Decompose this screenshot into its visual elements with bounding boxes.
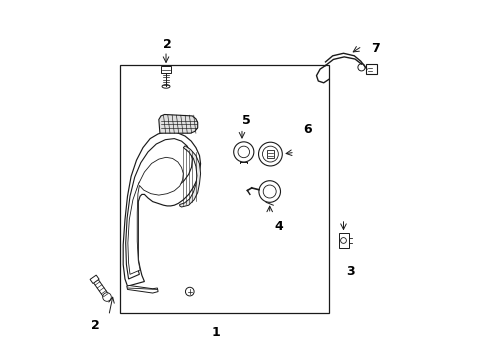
Text: 2: 2 (91, 319, 99, 332)
Circle shape (185, 287, 194, 296)
Circle shape (233, 142, 253, 162)
Text: 4: 4 (274, 220, 283, 233)
Polygon shape (93, 279, 109, 299)
Text: 1: 1 (211, 327, 220, 339)
Circle shape (262, 146, 278, 162)
Ellipse shape (162, 85, 170, 88)
Bar (338, 233, 348, 248)
Circle shape (102, 293, 111, 301)
Bar (120, 65, 328, 313)
Text: 2: 2 (163, 39, 171, 51)
Text: 6: 6 (303, 123, 311, 136)
Text: 5: 5 (242, 114, 250, 127)
Text: 3: 3 (346, 265, 354, 278)
Circle shape (357, 64, 365, 71)
Circle shape (258, 181, 280, 202)
Bar (161, 66, 171, 73)
Polygon shape (127, 157, 183, 274)
Polygon shape (125, 139, 192, 279)
Circle shape (340, 238, 346, 243)
Text: 7: 7 (371, 42, 380, 55)
Bar (266, 150, 273, 158)
Polygon shape (90, 275, 99, 284)
Bar (365, 64, 377, 74)
Circle shape (258, 142, 282, 166)
Polygon shape (126, 285, 158, 293)
Polygon shape (179, 146, 200, 207)
Polygon shape (159, 114, 197, 133)
Circle shape (263, 185, 276, 198)
Circle shape (238, 146, 249, 158)
